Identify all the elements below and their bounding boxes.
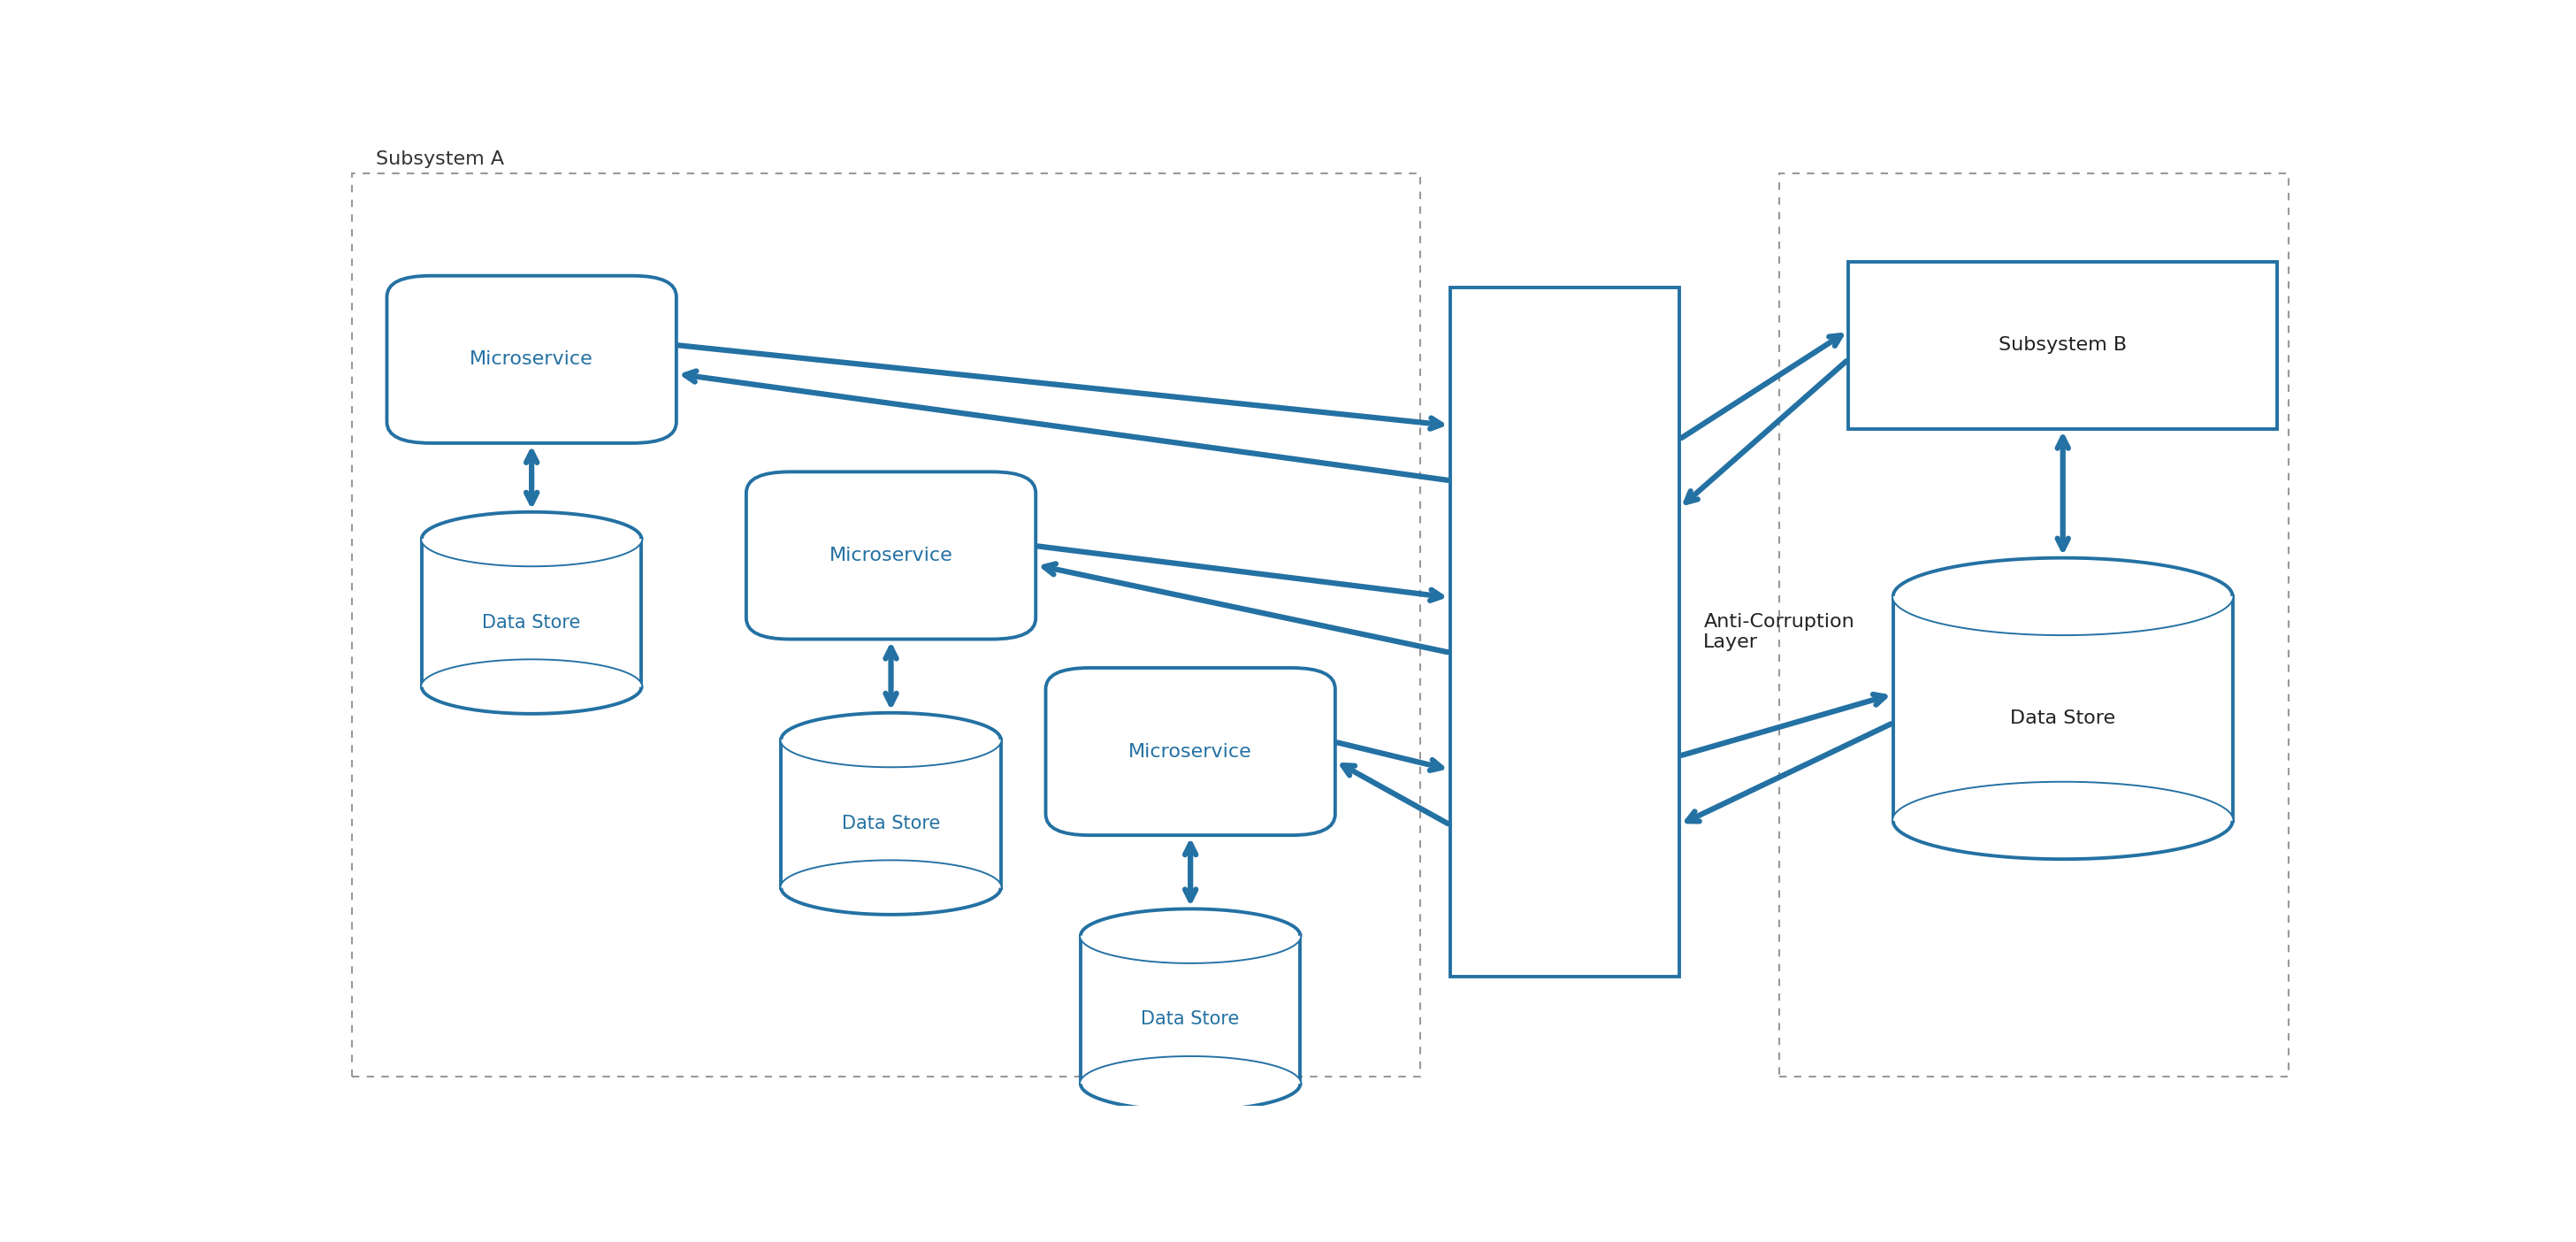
Bar (1450, 288, 1680, 976)
Text: Microservice: Microservice (469, 350, 592, 369)
Text: Data Store: Data Store (482, 614, 580, 631)
FancyBboxPatch shape (747, 472, 1036, 640)
Polygon shape (1082, 1057, 1301, 1110)
Bar (781, 739, 999, 888)
FancyBboxPatch shape (1046, 668, 1334, 835)
Polygon shape (781, 861, 999, 914)
Polygon shape (781, 739, 999, 766)
Text: Microservice: Microservice (829, 546, 953, 564)
Polygon shape (422, 661, 641, 714)
Bar (1847, 261, 2277, 428)
Text: Subsystem A: Subsystem A (376, 150, 505, 168)
Bar (353, 173, 1419, 1077)
Polygon shape (1893, 596, 2233, 635)
Text: Microservice: Microservice (1128, 743, 1252, 760)
FancyBboxPatch shape (386, 276, 677, 443)
Polygon shape (781, 713, 999, 766)
Polygon shape (1082, 1057, 1301, 1084)
Text: Data Store: Data Store (2009, 709, 2115, 727)
Polygon shape (1082, 935, 1301, 963)
Polygon shape (1082, 909, 1301, 963)
Bar (1082, 935, 1301, 1084)
Text: Anti-Corruption
Layer: Anti-Corruption Layer (1703, 612, 1855, 651)
Polygon shape (1893, 782, 2233, 859)
Polygon shape (781, 861, 999, 888)
Polygon shape (422, 661, 641, 687)
Polygon shape (1893, 558, 2233, 635)
Text: Data Store: Data Store (1141, 1011, 1239, 1028)
Polygon shape (1893, 782, 2233, 821)
Text: Data Store: Data Store (842, 815, 940, 832)
Bar (422, 539, 641, 687)
Polygon shape (422, 512, 641, 565)
Polygon shape (422, 539, 641, 565)
Bar (1893, 596, 2233, 821)
Bar (1780, 173, 2287, 1077)
Text: Subsystem B: Subsystem B (1999, 337, 2128, 354)
